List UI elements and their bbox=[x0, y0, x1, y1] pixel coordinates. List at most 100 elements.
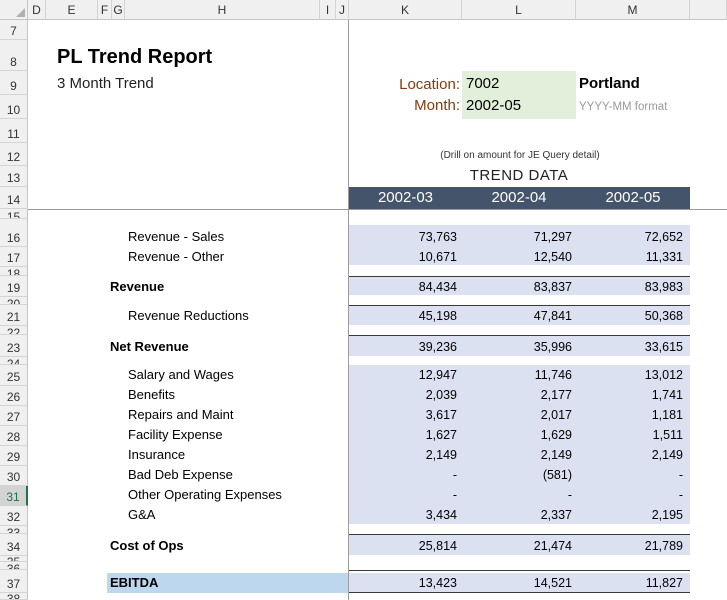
line-value[interactable]: 1,181 bbox=[651, 408, 683, 422]
column-header[interactable]: L bbox=[462, 0, 576, 20]
line-value[interactable]: 83,983 bbox=[644, 280, 683, 294]
row-header[interactable]: 11 bbox=[0, 119, 28, 143]
line-value[interactable]: 83,837 bbox=[533, 280, 572, 294]
column-header[interactable]: J bbox=[336, 0, 349, 20]
column-header[interactable]: K bbox=[349, 0, 462, 20]
line-value[interactable]: 50,368 bbox=[644, 309, 683, 323]
line-label[interactable]: Benefits bbox=[128, 387, 175, 402]
line-value[interactable]: 12,947 bbox=[418, 368, 457, 382]
report-subtitle[interactable]: 3 Month Trend bbox=[57, 75, 154, 92]
column-header[interactable]: D bbox=[28, 0, 46, 20]
column-header[interactable]: G bbox=[112, 0, 125, 20]
line-value[interactable]: 35,996 bbox=[533, 340, 572, 354]
row-header[interactable]: 25 bbox=[0, 365, 28, 386]
line-value[interactable]: 1,511 bbox=[652, 428, 683, 442]
row-header[interactable]: 37 bbox=[0, 570, 28, 593]
select-all-corner[interactable] bbox=[0, 0, 28, 20]
row-header[interactable]: 21 bbox=[0, 305, 28, 326]
line-value[interactable]: 13,423 bbox=[418, 576, 457, 590]
row-header[interactable]: 8 bbox=[0, 40, 28, 71]
line-value[interactable]: 2,149 bbox=[651, 448, 683, 462]
line-label[interactable]: Revenue - Sales bbox=[128, 229, 225, 244]
line-label[interactable]: Other Operating Expenses bbox=[128, 487, 282, 502]
line-label[interactable]: Revenue - Other bbox=[128, 249, 225, 264]
row-header[interactable]: 7 bbox=[0, 20, 28, 40]
row-header[interactable]: 27 bbox=[0, 406, 28, 426]
line-value[interactable]: 2,195 bbox=[651, 508, 683, 522]
report-title[interactable]: PL Trend Report bbox=[57, 46, 213, 68]
column-header[interactable]: E bbox=[46, 0, 98, 20]
row-header[interactable]: 12 bbox=[0, 143, 28, 166]
row-header[interactable]: 35 bbox=[0, 556, 28, 562]
row-header[interactable]: 34 bbox=[0, 534, 28, 556]
row-header[interactable]: 22 bbox=[0, 326, 28, 335]
line-value[interactable]: 73,763 bbox=[418, 230, 457, 244]
row-header[interactable]: 9 bbox=[0, 71, 28, 95]
line-value[interactable]: 2,149 bbox=[425, 448, 457, 462]
line-label[interactable]: Facility Expense bbox=[128, 427, 223, 442]
row-header[interactable]: 28 bbox=[0, 426, 28, 446]
line-label[interactable]: G&A bbox=[128, 507, 156, 522]
line-value[interactable]: - bbox=[452, 488, 457, 502]
row-header[interactable]: 24 bbox=[0, 357, 28, 365]
line-value[interactable]: (581) bbox=[542, 468, 572, 482]
line-value[interactable]: 2,177 bbox=[540, 388, 572, 402]
line-value[interactable]: 47,841 bbox=[533, 309, 572, 323]
line-value[interactable]: 21,789 bbox=[644, 539, 683, 553]
line-value[interactable]: 12,540 bbox=[533, 250, 572, 264]
line-value[interactable]: 3,434 bbox=[425, 508, 457, 522]
row-header[interactable]: 19 bbox=[0, 276, 28, 297]
line-value[interactable]: 25,814 bbox=[418, 539, 457, 553]
line-value[interactable]: 11,827 bbox=[645, 576, 683, 590]
line-label[interactable]: Revenue bbox=[110, 279, 165, 294]
line-label[interactable]: Revenue Reductions bbox=[128, 308, 249, 323]
line-value[interactable]: 1,627 bbox=[425, 428, 457, 442]
row-header[interactable]: 32 bbox=[0, 506, 28, 526]
line-value[interactable]: 71,297 bbox=[533, 230, 572, 244]
line-value[interactable]: 11,331 bbox=[645, 250, 683, 264]
row-header[interactable]: 23 bbox=[0, 335, 28, 357]
line-value[interactable]: 72,652 bbox=[644, 230, 683, 244]
line-value[interactable]: 21,474 bbox=[533, 539, 572, 553]
row-header[interactable]: 33 bbox=[0, 526, 28, 534]
row-header[interactable]: 15 bbox=[0, 209, 28, 219]
row-header[interactable]: 18 bbox=[0, 267, 28, 276]
line-value[interactable]: - bbox=[678, 488, 683, 502]
row-header[interactable]: 31 bbox=[0, 486, 28, 506]
line-label[interactable]: Bad Deb Expense bbox=[128, 467, 233, 482]
line-value[interactable]: 10,671 bbox=[418, 250, 457, 264]
month-input[interactable]: 2002-05 bbox=[462, 95, 576, 119]
line-value[interactable]: 14,521 bbox=[533, 576, 572, 590]
line-label[interactable]: EBITDA bbox=[110, 575, 159, 590]
column-header[interactable]: I bbox=[320, 0, 336, 20]
line-label[interactable]: Repairs and Maint bbox=[128, 407, 234, 422]
line-value[interactable]: 3,617 bbox=[425, 408, 457, 422]
row-header[interactable]: 36 bbox=[0, 562, 28, 570]
line-value[interactable]: 2,017 bbox=[540, 408, 572, 422]
line-value[interactable]: 1,629 bbox=[540, 428, 572, 442]
line-label[interactable]: Cost of Ops bbox=[110, 538, 184, 553]
line-value[interactable]: 1,741 bbox=[651, 388, 683, 402]
row-header[interactable]: 30 bbox=[0, 466, 28, 486]
row-header[interactable]: 38 bbox=[0, 593, 28, 600]
line-value[interactable]: - bbox=[678, 468, 683, 482]
line-value[interactable]: 2,149 bbox=[540, 448, 572, 462]
line-label[interactable]: Salary and Wages bbox=[128, 367, 234, 382]
line-value[interactable]: - bbox=[452, 468, 457, 482]
line-value[interactable]: 13,012 bbox=[644, 368, 683, 382]
line-value[interactable]: 84,434 bbox=[418, 280, 457, 294]
column-header[interactable]: M bbox=[576, 0, 690, 20]
location-input[interactable]: 7002 bbox=[462, 71, 576, 95]
row-header[interactable]: 16 bbox=[0, 219, 28, 247]
row-header[interactable]: 13 bbox=[0, 166, 28, 187]
line-value[interactable]: 2,337 bbox=[540, 508, 572, 522]
row-header[interactable]: 14 bbox=[0, 187, 28, 209]
row-header[interactable]: 29 bbox=[0, 446, 28, 466]
line-value[interactable]: - bbox=[567, 488, 572, 502]
line-label[interactable]: Insurance bbox=[128, 447, 186, 462]
row-header[interactable]: 26 bbox=[0, 386, 28, 406]
row-header[interactable]: 20 bbox=[0, 297, 28, 305]
line-value[interactable]: 39,236 bbox=[418, 340, 457, 354]
line-value[interactable]: 45,198 bbox=[418, 309, 457, 323]
